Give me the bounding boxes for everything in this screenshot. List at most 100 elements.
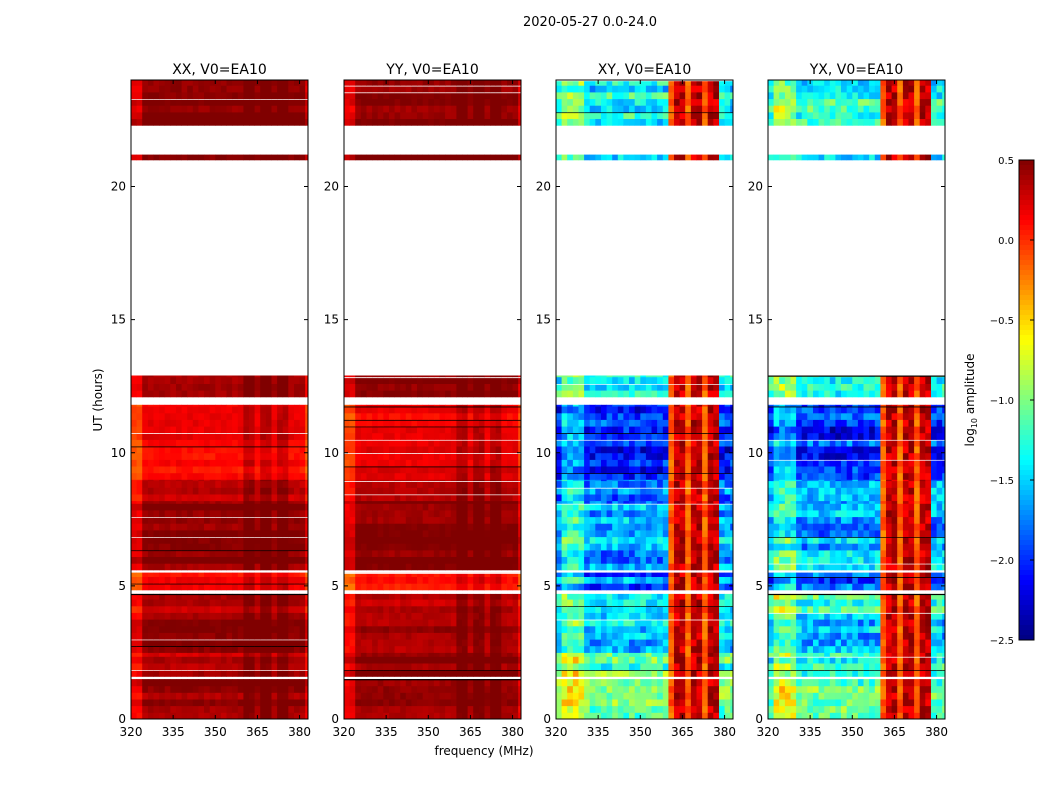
heatmap-cell [294, 663, 300, 670]
heatmap-cell [361, 646, 367, 653]
heatmap-cell [434, 503, 440, 510]
heatmap-cell [137, 686, 143, 693]
heatmap-cell [691, 646, 697, 653]
heatmap-cell [176, 119, 182, 126]
heatmap-cell [490, 599, 496, 606]
heatmap-cell [131, 85, 137, 92]
heatmap-cell [411, 652, 417, 656]
heatmap-cell [350, 706, 356, 713]
heatmap-cell [668, 699, 674, 706]
heatmap-cell [473, 557, 479, 564]
heatmap-cell [243, 453, 249, 460]
heatmap-cell [417, 633, 423, 640]
heatmap-cell [176, 652, 182, 656]
heatmap-cell [255, 112, 261, 119]
heatmap-cell [607, 639, 613, 646]
heatmap-cell [674, 573, 680, 577]
heatmap-cell [372, 459, 378, 466]
heatmap-cell [434, 656, 440, 663]
heatmap-cell [485, 530, 491, 537]
heatmap-cell [389, 656, 395, 663]
heatmap-cell [668, 550, 674, 557]
heatmap-cell [361, 376, 367, 378]
heatmap-cell [187, 105, 193, 112]
heatmap-cell [440, 543, 446, 550]
heatmap-cell [490, 155, 496, 161]
heatmap-cell [428, 652, 434, 656]
heatmap-cell [685, 663, 691, 670]
heatmap-cell [383, 119, 389, 126]
heatmap-cell [221, 487, 227, 494]
panel-title: XX, V0=EA10 [172, 62, 267, 78]
heatmap-cell [389, 376, 395, 378]
heatmap-cell [406, 652, 412, 656]
heatmap-cell [148, 706, 154, 713]
heatmap-cell [406, 390, 412, 397]
heatmap-cell [154, 577, 160, 584]
heatmap-cell [456, 446, 462, 453]
heatmap-cell [193, 413, 199, 420]
heatmap-cell [142, 699, 148, 706]
heatmap-cell [719, 523, 725, 530]
heatmap-cell [507, 384, 513, 391]
heatmap-cell [137, 105, 143, 112]
heatmap-cell [232, 619, 238, 626]
heatmap-cell [451, 384, 457, 391]
heatmap-cell [344, 550, 350, 557]
heatmap-cell [668, 510, 674, 517]
heatmap-cell [137, 510, 143, 517]
heatmap-cell [618, 706, 624, 713]
heatmap-cell [182, 406, 188, 413]
heatmap-cell [406, 686, 412, 693]
heatmap-cell [719, 573, 725, 577]
heatmap-cell [221, 626, 227, 633]
heatmap-cell [468, 633, 474, 640]
heatmap-cell [227, 619, 233, 626]
heatmap-cell [428, 155, 434, 161]
heatmap-cell [249, 466, 255, 473]
heatmap-cell [725, 510, 731, 517]
heatmap-cell [411, 606, 417, 613]
heatmap-cell [685, 599, 691, 606]
heatmap-cell [595, 663, 601, 670]
heatmap-cell [355, 405, 361, 407]
heatmap-cell [434, 413, 440, 420]
heatmap-cell [378, 384, 384, 391]
heatmap-cell [451, 639, 457, 646]
heatmap-cell [198, 619, 204, 626]
heatmap-cell [456, 459, 462, 466]
heatmap-cell [629, 686, 635, 693]
heatmap-cell [260, 501, 266, 504]
heatmap-cell [473, 599, 479, 606]
heatmap-cell [725, 563, 731, 570]
heatmap-cell [243, 155, 249, 161]
heatmap-cell [260, 656, 266, 663]
heatmap-cell [232, 652, 238, 656]
heatmap-cell [456, 487, 462, 494]
heatmap-cell [227, 487, 233, 494]
heatmap-cell [702, 639, 708, 646]
heatmap-cell [232, 706, 238, 713]
heatmap-cell [367, 656, 373, 663]
heatmap-cell [165, 384, 171, 391]
heatmap-cell [131, 706, 137, 713]
heatmap-cell [725, 656, 731, 663]
heatmap-cell [193, 473, 199, 480]
heatmap-cell [697, 550, 703, 557]
heatmap-cell [238, 543, 244, 550]
heatmap-cell [485, 594, 491, 600]
heatmap-cell [372, 652, 378, 656]
heatmap-cell [159, 494, 165, 501]
heatmap-cell [607, 626, 613, 633]
heatmap-cell [490, 563, 496, 570]
heatmap-cell [350, 599, 356, 606]
heatmap-cell [232, 501, 238, 504]
heatmap-cell [148, 503, 154, 510]
heatmap-cell [355, 619, 361, 626]
heatmap-cell [406, 656, 412, 663]
heatmap-cell [680, 626, 686, 633]
heatmap-cell [300, 699, 306, 706]
heatmap-cell [406, 523, 412, 530]
heatmap-cell [137, 656, 143, 663]
heatmap-cell [170, 510, 176, 517]
